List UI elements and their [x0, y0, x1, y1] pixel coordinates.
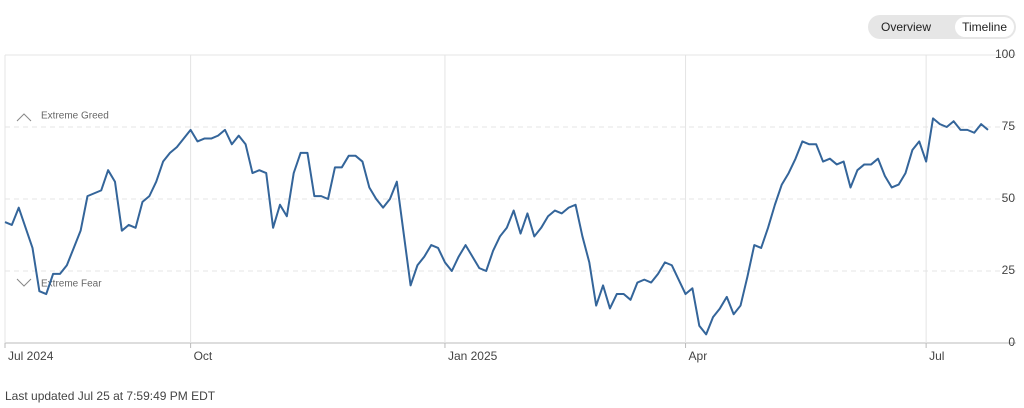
series-line [4, 117, 989, 336]
y-tick-label: 100 [995, 47, 1015, 61]
fear-annotation: Extreme Fear [41, 279, 102, 290]
x-tick-label: Oct [194, 349, 213, 363]
x-tick-label: Apr [689, 349, 708, 363]
greed-icon [16, 113, 32, 122]
y-tick-label: 25 [1002, 263, 1016, 277]
y-tick-label: 0 [1008, 335, 1015, 349]
chart: Extreme Greed Extreme Fear 0 25 50 75 100 Jul… [4, 47, 1016, 363]
x-tick-label: Jul 2024 [8, 349, 54, 363]
last-updated: Last updated Jul 25 at 7:59:49 PM EDT [5, 389, 216, 403]
fear-icon [16, 278, 32, 287]
x-tick-label: Jan 2025 [448, 349, 498, 363]
y-tick-label: 75 [1002, 119, 1016, 133]
timeline-button[interactable]: Timeline [955, 17, 1014, 37]
greed-annotation: Extreme Greed [41, 111, 109, 122]
view-toggle: Overview Timeline [868, 15, 1016, 39]
overview-button[interactable]: Overview [881, 20, 932, 34]
x-tick-label: Jul [929, 349, 944, 363]
y-tick-label: 50 [1002, 191, 1016, 205]
